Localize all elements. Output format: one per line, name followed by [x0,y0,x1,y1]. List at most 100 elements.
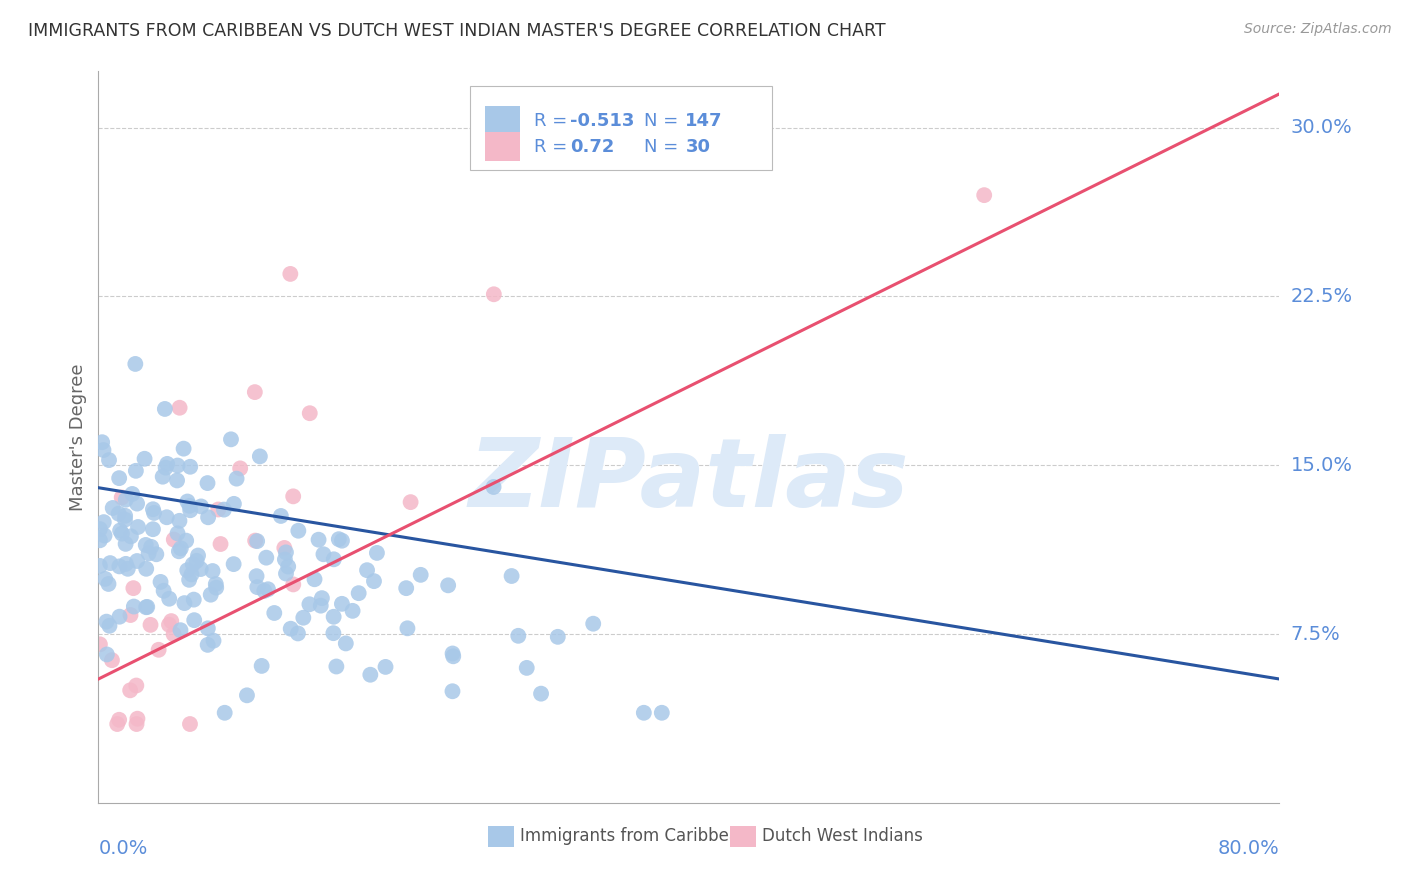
Point [98,556,121,570]
Point [142,502,165,516]
Point [253,583,276,598]
Point [98,453,121,467]
Point [156,457,179,471]
Point [399,495,422,509]
Point [156,510,179,524]
Point [973,188,995,202]
Point [395,581,418,595]
Point [202,633,225,648]
Point [114,537,136,551]
Point [166,526,188,541]
Point [101,500,124,515]
Text: 7.5%: 7.5% [1291,624,1340,643]
Point [181,558,204,572]
Point [547,630,569,644]
Point [134,451,156,466]
FancyBboxPatch shape [485,106,520,136]
Point [174,533,197,548]
Text: 15.0%: 15.0% [1291,456,1353,475]
Point [322,626,344,640]
Point [167,544,190,558]
Point [246,534,269,549]
Text: IMMIGRANTS FROM CARIBBEAN VS DUTCH WEST INDIAN MASTER'S DEGREE CORRELATION CHART: IMMIGRANTS FROM CARIBBEAN VS DUTCH WEST … [28,22,886,40]
Point [120,529,142,543]
Point [120,607,142,622]
Point [135,600,157,615]
Point [243,533,266,548]
Point [222,497,245,511]
Point [207,502,229,516]
Point [170,541,193,556]
Point [209,537,232,551]
Point [89,533,111,548]
Point [335,636,357,650]
Point [169,624,191,638]
Point [173,596,195,610]
Point [201,564,224,578]
Text: Immigrants from Caribbean: Immigrants from Caribbean [520,828,749,846]
Point [127,497,149,511]
Point [347,586,370,600]
Point [205,581,228,595]
Point [246,580,269,594]
Point [274,552,297,566]
Point [225,472,247,486]
Point [111,526,134,541]
Point [482,287,505,301]
Text: 30: 30 [685,137,710,156]
Point [204,577,226,591]
Point [356,563,378,577]
Point [139,618,162,632]
Point [179,499,201,513]
FancyBboxPatch shape [488,826,515,847]
Point [120,683,142,698]
Point [197,621,219,635]
Point [274,566,297,581]
Point [183,613,205,627]
Point [114,508,136,523]
Point [157,591,180,606]
Point [287,524,309,538]
Point [96,615,118,629]
Point [169,401,191,415]
Point [89,522,111,536]
Point [277,559,299,574]
Point [136,599,159,614]
Point [127,712,149,726]
Text: ZIPatlas: ZIPatlas [468,434,910,527]
Point [441,647,464,661]
Point [135,562,157,576]
Point [107,507,129,521]
Point [342,604,364,618]
Point [179,717,201,731]
Point [94,572,117,586]
Point [441,684,464,698]
Point [197,510,219,524]
Text: Source: ZipAtlas.com: Source: ZipAtlas.com [1244,22,1392,37]
Point [105,717,128,731]
Point [149,574,172,589]
Text: N =: N = [644,112,685,130]
Point [437,578,460,592]
Point [145,547,167,561]
Point [111,491,134,505]
Point [93,528,115,542]
Point [283,577,305,591]
Text: 22.5%: 22.5% [1291,287,1353,306]
Point [122,599,145,614]
Point [125,554,148,568]
Point [273,541,295,555]
Point [309,599,332,613]
Point [152,469,174,483]
Point [263,606,285,620]
Point [363,574,385,589]
Point [124,357,146,371]
Point [359,667,381,681]
Point [283,489,305,503]
Point [245,569,267,583]
Point [89,558,111,573]
Y-axis label: Master's Degree: Master's Degree [69,363,87,511]
Point [108,559,131,574]
Point [98,619,121,633]
Point [162,627,184,641]
